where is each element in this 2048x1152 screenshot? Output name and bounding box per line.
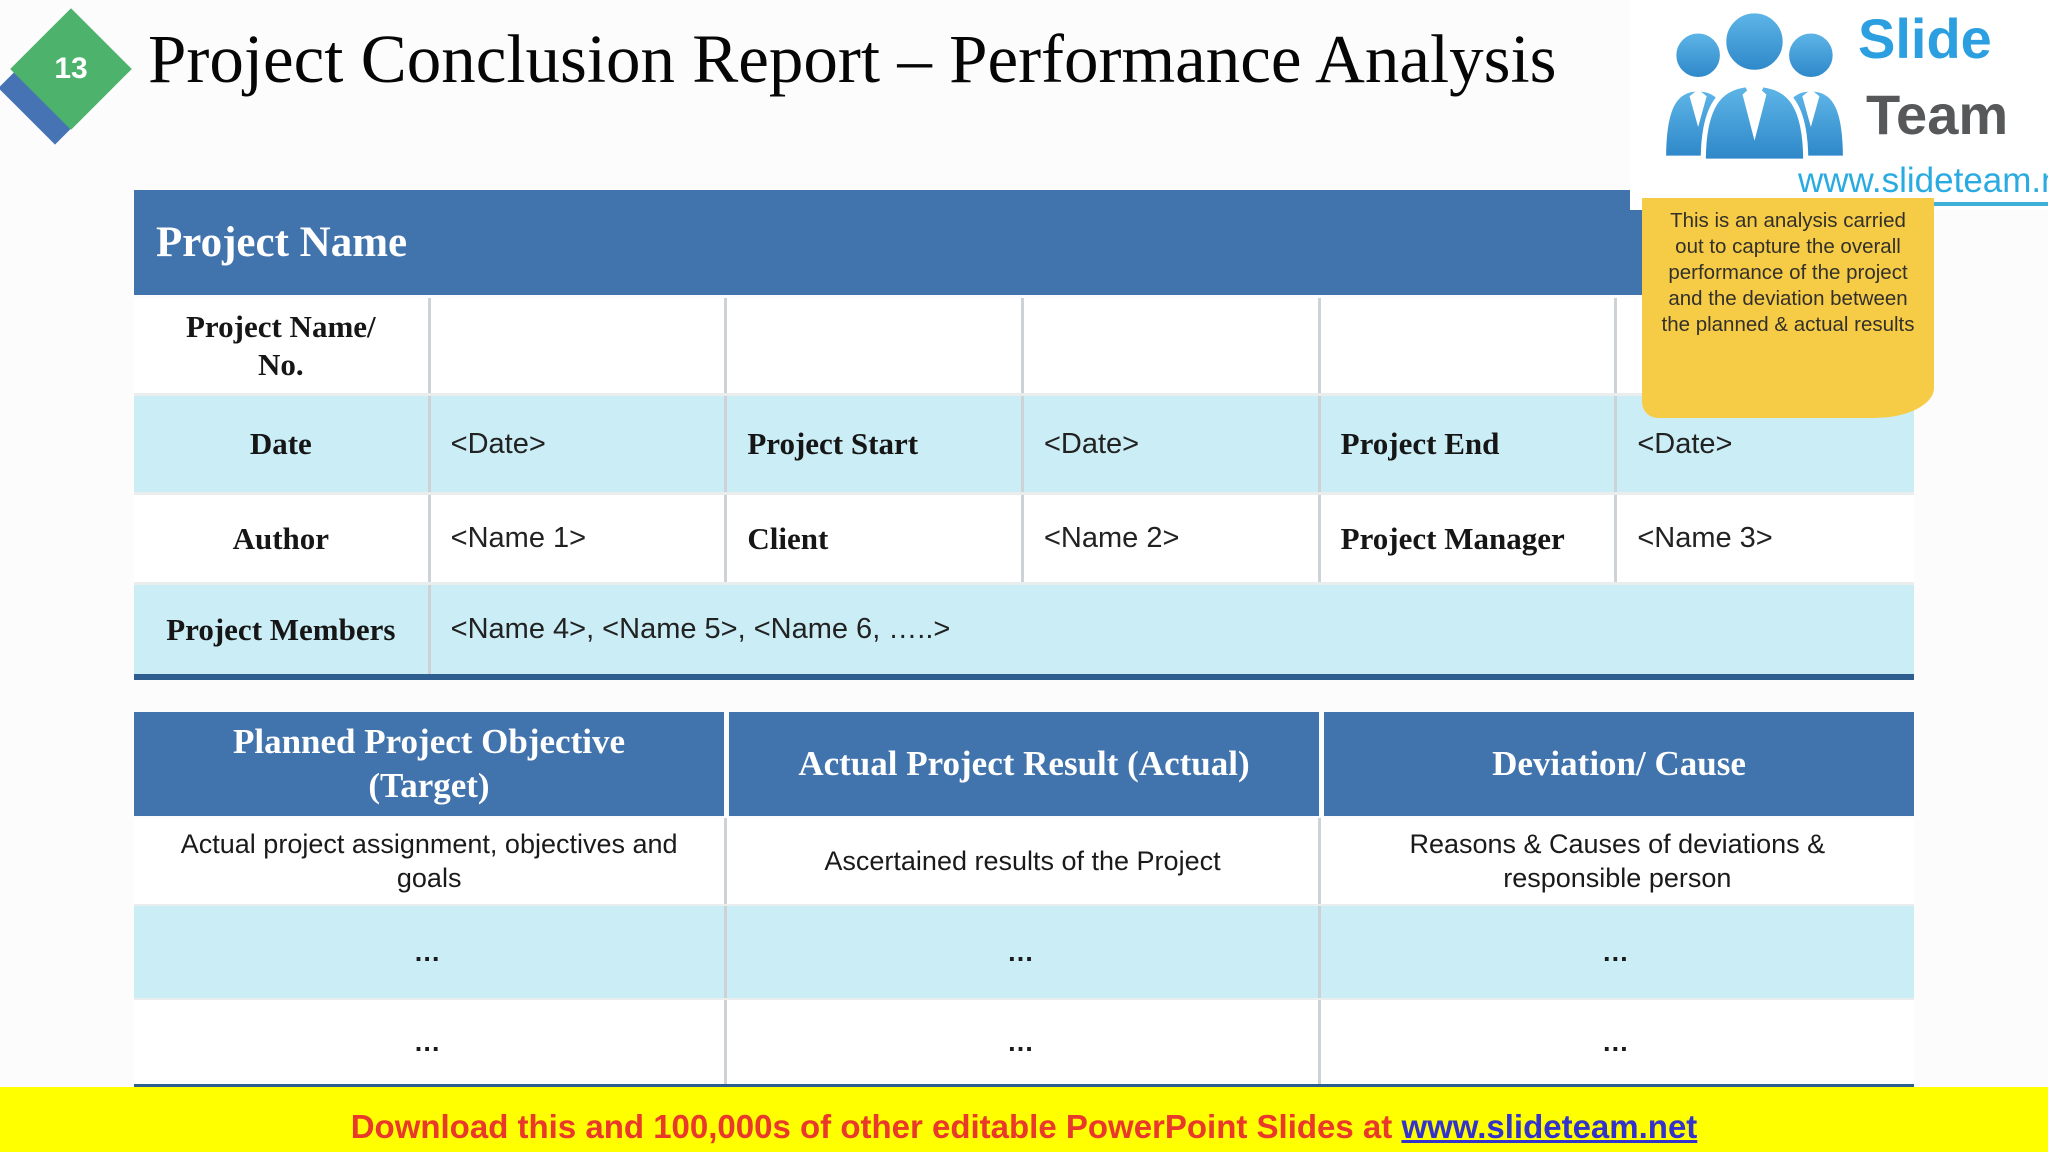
date-placeholder[interactable]: <Date> xyxy=(431,396,728,492)
table-row: Author <Name 1> Client <Name 2> Project … xyxy=(134,492,1914,582)
ellipsis-cell[interactable]: … xyxy=(134,906,728,998)
table-row: Date <Date> Project Start <Date> Project… xyxy=(134,393,1914,492)
slide-number: 13 xyxy=(54,52,88,85)
row-label-project-name-no: Project Name/ No. xyxy=(134,298,431,393)
project-manager-placeholder[interactable]: <Name 3> xyxy=(1637,522,1773,554)
ellipsis-cell[interactable]: … xyxy=(1601,1027,1633,1057)
logo-text-slide: Slide xyxy=(1858,7,1992,70)
column-header-planned-objective: Planned Project Objective (Target) xyxy=(134,712,724,816)
project-members-placeholder[interactable]: <Name 4>, <Name 5>, <Name 6, …..> xyxy=(450,613,951,645)
table-row: Actual project assignment, objectives an… xyxy=(134,818,1914,904)
sticky-note: This is an analysis carried out to captu… xyxy=(1642,198,1934,418)
slideteam-logo: Slide Team www.slideteam.net xyxy=(1630,0,2048,210)
performance-table: Planned Project Objective (Target) Actua… xyxy=(134,712,1914,1090)
people-icon xyxy=(1661,8,1848,164)
banner-link[interactable]: www.slideteam.net xyxy=(1401,1107,1698,1145)
project-info-table: Project Name Project Name/ No. Date <Dat… xyxy=(134,190,1914,680)
empty-cell[interactable] xyxy=(1024,298,1321,393)
row-label-client: Client xyxy=(727,495,1024,582)
planned-objective-description: Actual project assignment, objectives an… xyxy=(134,818,728,904)
row-label-project-members: Project Members xyxy=(134,585,431,674)
logo-text-team: Team xyxy=(1866,83,2009,146)
actual-result-description: Ascertained results of the Project xyxy=(727,818,1321,904)
table-row: … … … xyxy=(134,998,1914,1084)
deviation-cause-description: Reasons & Causes of deviations & respons… xyxy=(1409,829,1826,893)
table-row: Project Members <Name 4>, <Name 5>, <Nam… xyxy=(134,582,1914,674)
ellipsis-cell[interactable]: … xyxy=(134,1000,728,1084)
performance-table-header-row: Planned Project Objective (Target) Actua… xyxy=(134,712,1914,816)
slide-number-badge: 13 xyxy=(0,8,150,158)
ellipsis-cell[interactable]: … xyxy=(727,906,1321,998)
empty-cell[interactable] xyxy=(727,298,1024,393)
sticky-note-text: This is an analysis carried out to captu… xyxy=(1661,209,1915,336)
ellipsis-cell[interactable]: … xyxy=(1601,937,1633,967)
row-label-project-manager: Project Manager xyxy=(1321,495,1618,582)
row-label-date: Date xyxy=(134,396,431,492)
column-header-deviation-cause: Deviation/ Cause xyxy=(1324,712,1914,816)
project-name-value-cell[interactable] xyxy=(431,298,728,393)
column-header-actual-result: Actual Project Result (Actual) xyxy=(729,712,1319,816)
row-label-project-end: Project End xyxy=(1321,396,1618,492)
row-label-project-start: Project Start xyxy=(727,396,1024,492)
download-banner: Download this and 100,000s of other edit… xyxy=(0,1087,2048,1152)
author-placeholder[interactable]: <Name 1> xyxy=(431,495,728,582)
project-end-placeholder[interactable]: <Date> xyxy=(1637,427,1733,460)
project-start-placeholder[interactable]: <Date> xyxy=(1024,396,1321,492)
empty-cell[interactable] xyxy=(1321,298,1618,393)
client-placeholder[interactable]: <Name 2> xyxy=(1024,495,1321,582)
banner-text: Download this and 100,000s of other edit… xyxy=(350,1107,1402,1145)
page-title: Project Conclusion Report – Performance … xyxy=(148,21,1557,97)
table-row: … … … xyxy=(134,904,1914,998)
ellipsis-cell[interactable]: … xyxy=(727,1000,1321,1084)
row-label-author: Author xyxy=(134,495,431,582)
table-row: Project Name/ No. xyxy=(134,298,1914,393)
project-info-table-title: Project Name xyxy=(134,190,1914,295)
